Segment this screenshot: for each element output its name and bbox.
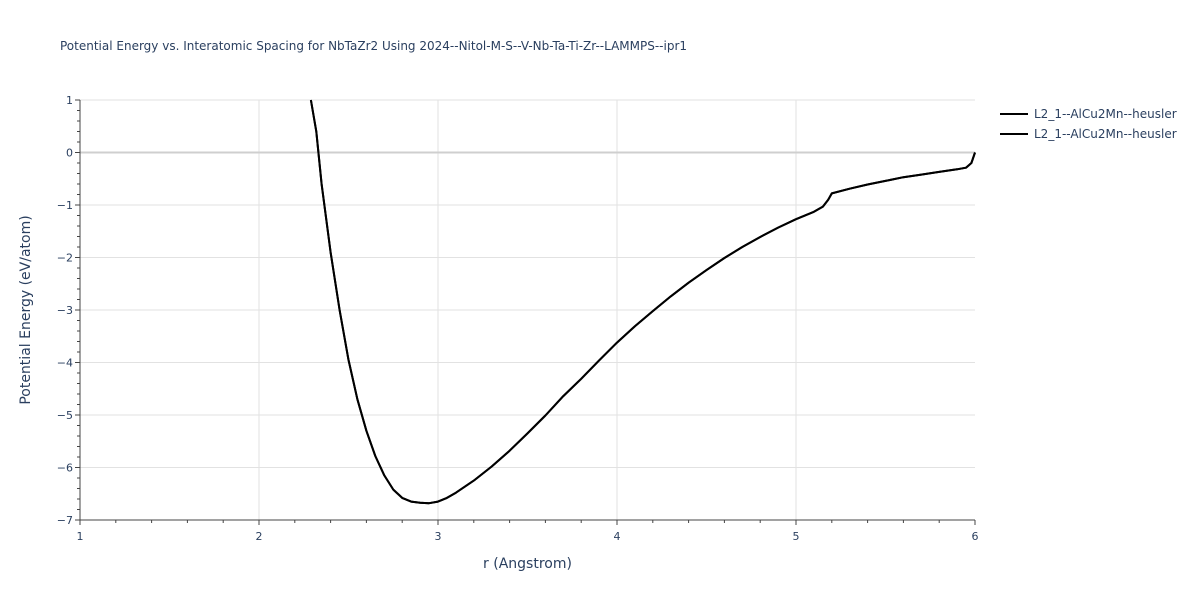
grid (80, 99, 975, 520)
y-tick-label: −6 (57, 462, 73, 475)
y-tick-label: −4 (57, 357, 73, 370)
x-tick-label: 4 (614, 530, 621, 543)
y-tick-label: −2 (57, 252, 73, 265)
y-tick-label: −5 (57, 409, 73, 422)
x-tick-label: 6 (972, 530, 979, 543)
x-tick-label: 3 (435, 530, 442, 543)
y-tick-label: 1 (66, 94, 73, 107)
chart-title: Potential Energy vs. Interatomic Spacing… (60, 39, 687, 53)
legend[interactable]: L2_1--AlCu2Mn--heusler L2_1--AlCu2Mn--heu… (1000, 107, 1177, 141)
series-line-1 (309, 99, 976, 505)
x-axis-label: r (Angstrom) (483, 556, 572, 572)
series-layer (309, 99, 976, 505)
x-tick-label: 1 (77, 530, 84, 543)
legend-label: L2_1--AlCu2Mn--heusler (1034, 127, 1177, 141)
y-tick-label: −7 (57, 514, 73, 527)
legend-item[interactable]: L2_1--AlCu2Mn--heusler (1000, 107, 1177, 121)
y-axis-label: Potential Energy (eV/atom) (18, 215, 34, 404)
x-tick-label: 2 (256, 530, 263, 543)
axes: 1 2 3 4 5 6 1 0 −1 −2 −3 −4 −5 −6 −7 (57, 94, 979, 543)
legend-label: L2_1--AlCu2Mn--heusler (1034, 107, 1177, 121)
x-tick-label: 5 (793, 530, 800, 543)
y-tick-label: −1 (57, 199, 73, 212)
legend-item[interactable]: L2_1--AlCu2Mn--heusler (1000, 127, 1177, 141)
y-tick-label: 0 (66, 147, 73, 160)
series-line-2 (309, 99, 976, 505)
y-tick-label: −3 (57, 304, 73, 317)
